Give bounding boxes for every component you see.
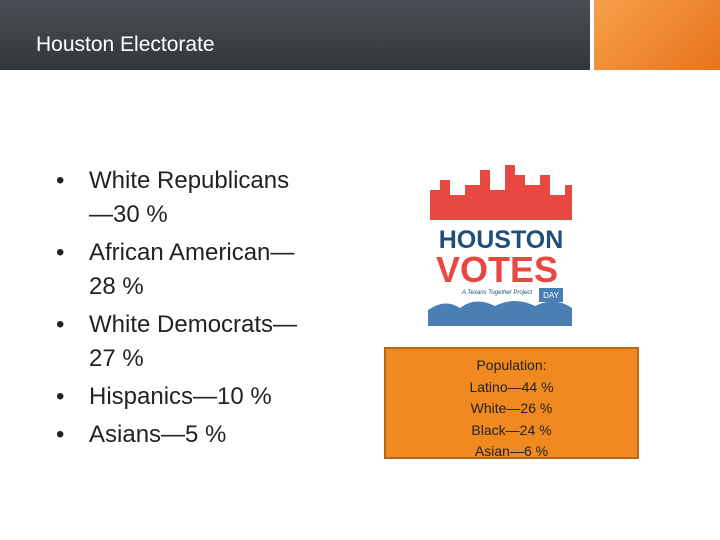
bullet-item: White Republicans —30 %	[52, 164, 317, 232]
crowd	[428, 301, 572, 326]
bullet-list: White Republicans —30 %African American—…	[52, 164, 317, 456]
callout-line: Black—24 %	[471, 421, 552, 438]
header-decoration	[594, 0, 720, 70]
logo-line2: VOTES	[436, 249, 558, 290]
callout-box: Population: Latino—44 % White—26 % Black—24…	[384, 347, 639, 459]
logo-line1: HOUSTON	[439, 226, 564, 254]
logo-badge: DAY	[543, 291, 560, 300]
logo-tagline: A Texans Together Project	[461, 290, 532, 296]
bullet-item: Hispanics—10 %	[52, 380, 317, 414]
callout-line: Latino—44 %	[469, 378, 554, 395]
callout-line: White—26 %	[470, 400, 553, 416]
slide-title: Houston Electorate	[36, 33, 215, 56]
callout-line: Asian—6 %	[474, 443, 549, 459]
bullet-item: African American—28 %	[52, 236, 317, 304]
badge	[539, 288, 563, 302]
logo: HOUSTON VOTES A Texans Together Project …	[428, 165, 572, 326]
header-bar: Houston Electorate	[0, 0, 590, 70]
bullet-item: Asians—5 %	[52, 418, 317, 452]
bullet-item: White Democrats—27 %	[52, 308, 317, 376]
skyline	[430, 165, 572, 220]
callout-line: Population:	[476, 357, 547, 373]
